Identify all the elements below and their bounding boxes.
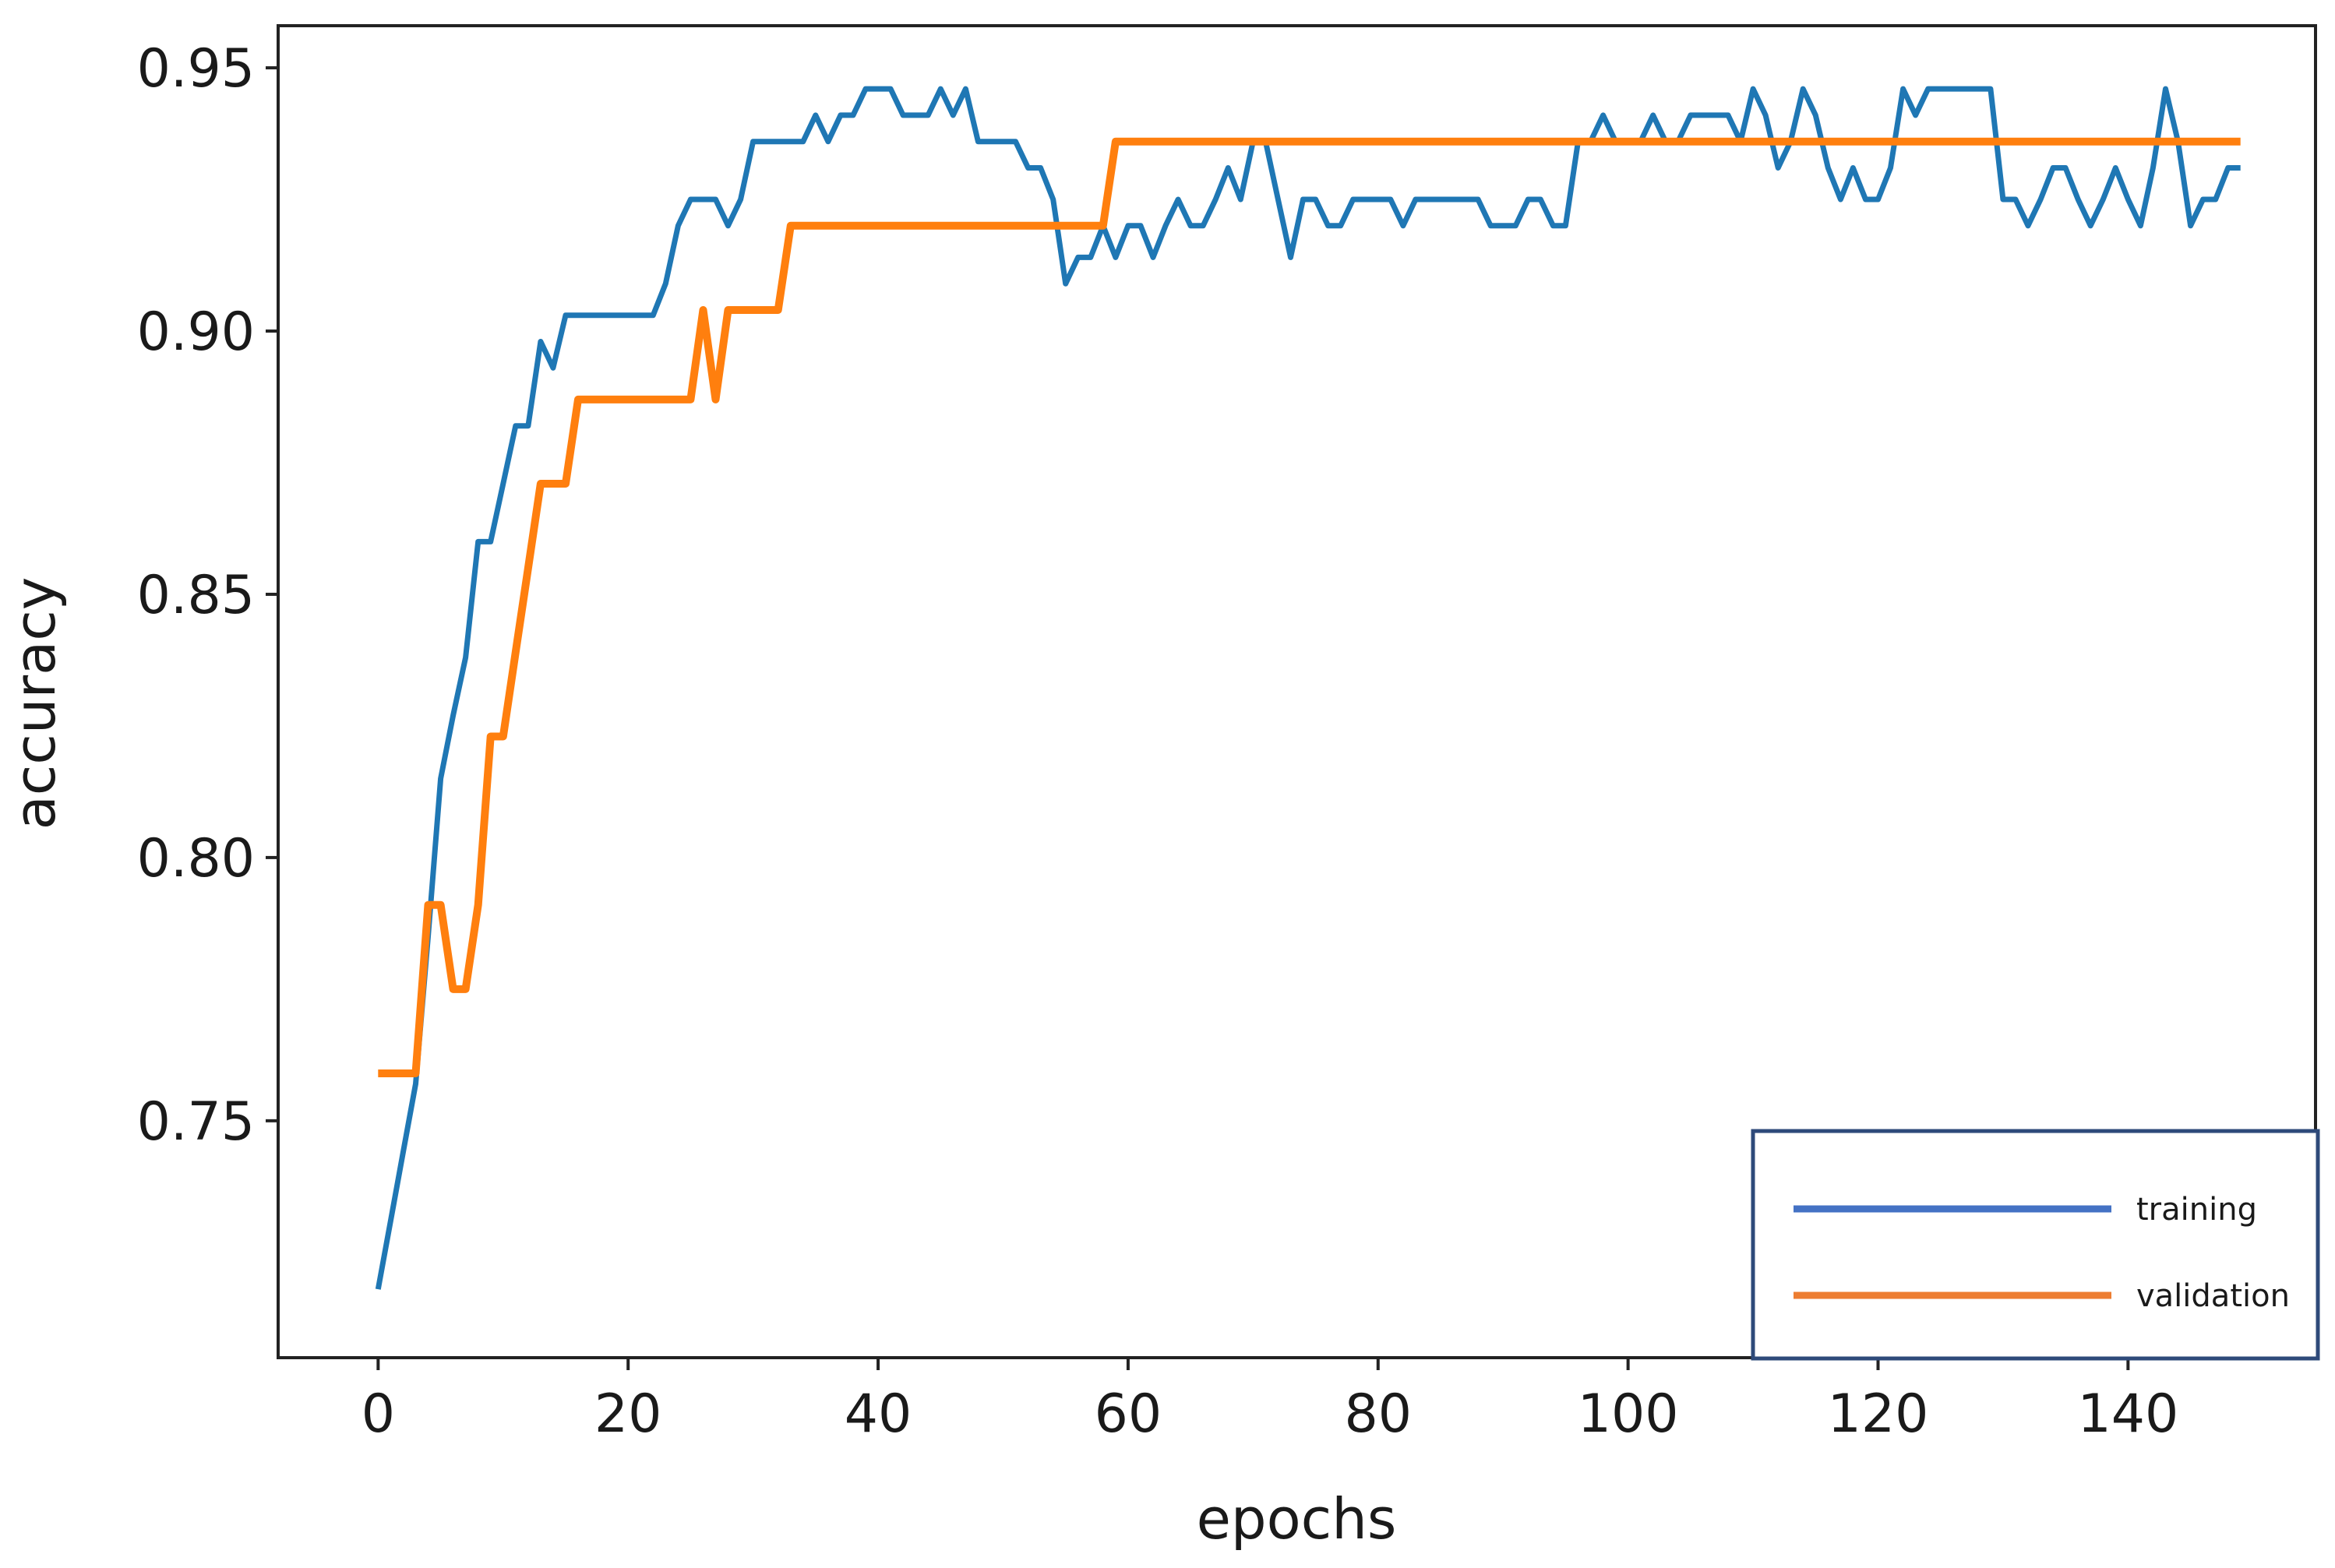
x-tick-label: 100: [1578, 1383, 1679, 1445]
x-tick-label: 120: [1828, 1383, 1929, 1445]
x-tick-label: 80: [1345, 1383, 1413, 1445]
x-tick-label: 0: [362, 1383, 395, 1445]
plot-frame: [277, 24, 2317, 1359]
y-tick-label: 0.85: [137, 565, 255, 626]
x-axis-title: epochs: [1197, 1486, 1397, 1552]
legend: training validation: [1751, 1129, 2320, 1361]
x-tick-label: 40: [845, 1383, 912, 1445]
y-tick-label: 0.90: [137, 301, 255, 363]
x-tick-label: 60: [1095, 1383, 1162, 1445]
legend-label-validation: validation: [2136, 1278, 2290, 1314]
series-line-training: [375, 86, 2241, 1290]
y-axis-ticks: 0.75 0.80 0.85 0.90 0.95: [137, 38, 278, 1153]
series-lines: [375, 86, 2241, 1290]
x-tick-label: 140: [2077, 1383, 2178, 1445]
y-axis-title: accuracy: [2, 577, 68, 830]
x-tick-label: 20: [594, 1383, 662, 1445]
legend-box: [1751, 1129, 2320, 1361]
series-line-validation: [378, 137, 2241, 1077]
x-axis-ticks: 0 20 40 60 80 100 120 140: [362, 1358, 2178, 1445]
y-tick-label: 0.95: [137, 38, 255, 100]
legend-label-training: training: [2136, 1192, 2257, 1228]
y-tick-label: 0.80: [137, 828, 255, 890]
y-tick-label: 0.75: [137, 1091, 255, 1153]
